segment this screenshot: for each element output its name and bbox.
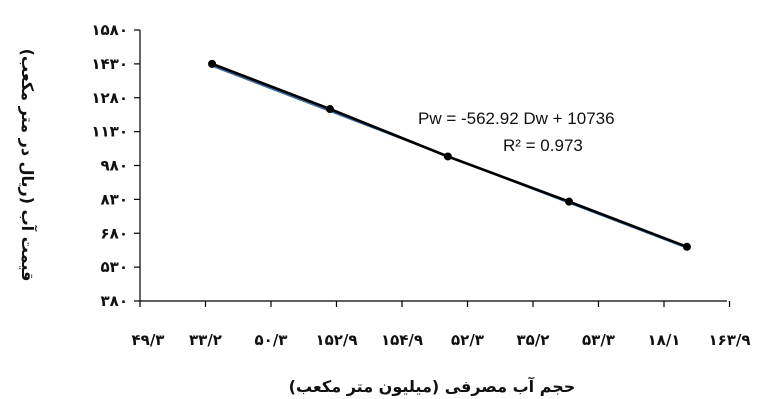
trendline-equation: Pw = -562.92 Dw + 10736 bbox=[418, 109, 615, 128]
x-tick-label: ۳۳/۲ bbox=[189, 331, 222, 349]
y-tick-label: ۶۸۰ bbox=[101, 224, 128, 242]
data-point bbox=[325, 105, 334, 114]
y-tick-label: ۳۸۰ bbox=[101, 292, 128, 310]
series-layer bbox=[208, 59, 691, 251]
x-tick-label: ۵۰/۳ bbox=[255, 331, 288, 349]
x-tick-label: ۳۵/۲ bbox=[517, 331, 550, 349]
x-tick-label: ۱۵۴/۹ bbox=[381, 331, 423, 349]
y-tick-label: ۸۳۰ bbox=[101, 190, 128, 208]
x-tick-label: ۱۵۲/۹ bbox=[315, 331, 357, 349]
x-tick-label: ۵۲/۳ bbox=[451, 331, 484, 349]
data-point bbox=[443, 152, 452, 161]
y-tick-label: ۱۲۸۰ bbox=[91, 89, 128, 107]
x-tick-label: ۱۸/۱ bbox=[648, 331, 681, 349]
data-point bbox=[682, 242, 691, 251]
y-axis-title: قیمت آب (ریال در متر مکعب) bbox=[18, 49, 38, 282]
y-tick-label: ۱۴۳۰ bbox=[91, 55, 128, 73]
y-tick-label: ۱۵۸۰ bbox=[91, 21, 128, 39]
y-tick-label: ۵۳۰ bbox=[101, 258, 128, 276]
x-axis-ticks: ۴۹/۳ ۳۳/۲ ۵۰/۳ ۱۵۲/۹ ۱۵۴/۹ ۵۲/۳ ۳۵/۲ ۵۳/۳ ۱۸/۱ ۱۶… bbox=[132, 301, 751, 349]
y-tick-label: ۹۸۰ bbox=[101, 157, 128, 175]
x-tick-label: ۴۹/۳ bbox=[132, 331, 165, 349]
x-tick-label: ۱۶۳/۹ bbox=[708, 331, 750, 349]
x-tick-label: ۵۳/۳ bbox=[582, 331, 615, 349]
data-point bbox=[208, 59, 217, 68]
y-axis-ticks: ۳۸۰ ۵۳۰ ۶۸۰ ۸۳۰ ۹۸۰ ۱۱۳۰ ۱۲۸۰ ۱۴۳۰ ۱۵۸۰ bbox=[91, 21, 140, 310]
data-point bbox=[565, 197, 574, 206]
x-axis-title: حجم آب مصرفی (میلیون متر مکعب) bbox=[289, 376, 576, 396]
y-tick-label: ۱۱۳۰ bbox=[91, 123, 128, 141]
r-squared-label: R² = 0.973 bbox=[503, 136, 583, 155]
